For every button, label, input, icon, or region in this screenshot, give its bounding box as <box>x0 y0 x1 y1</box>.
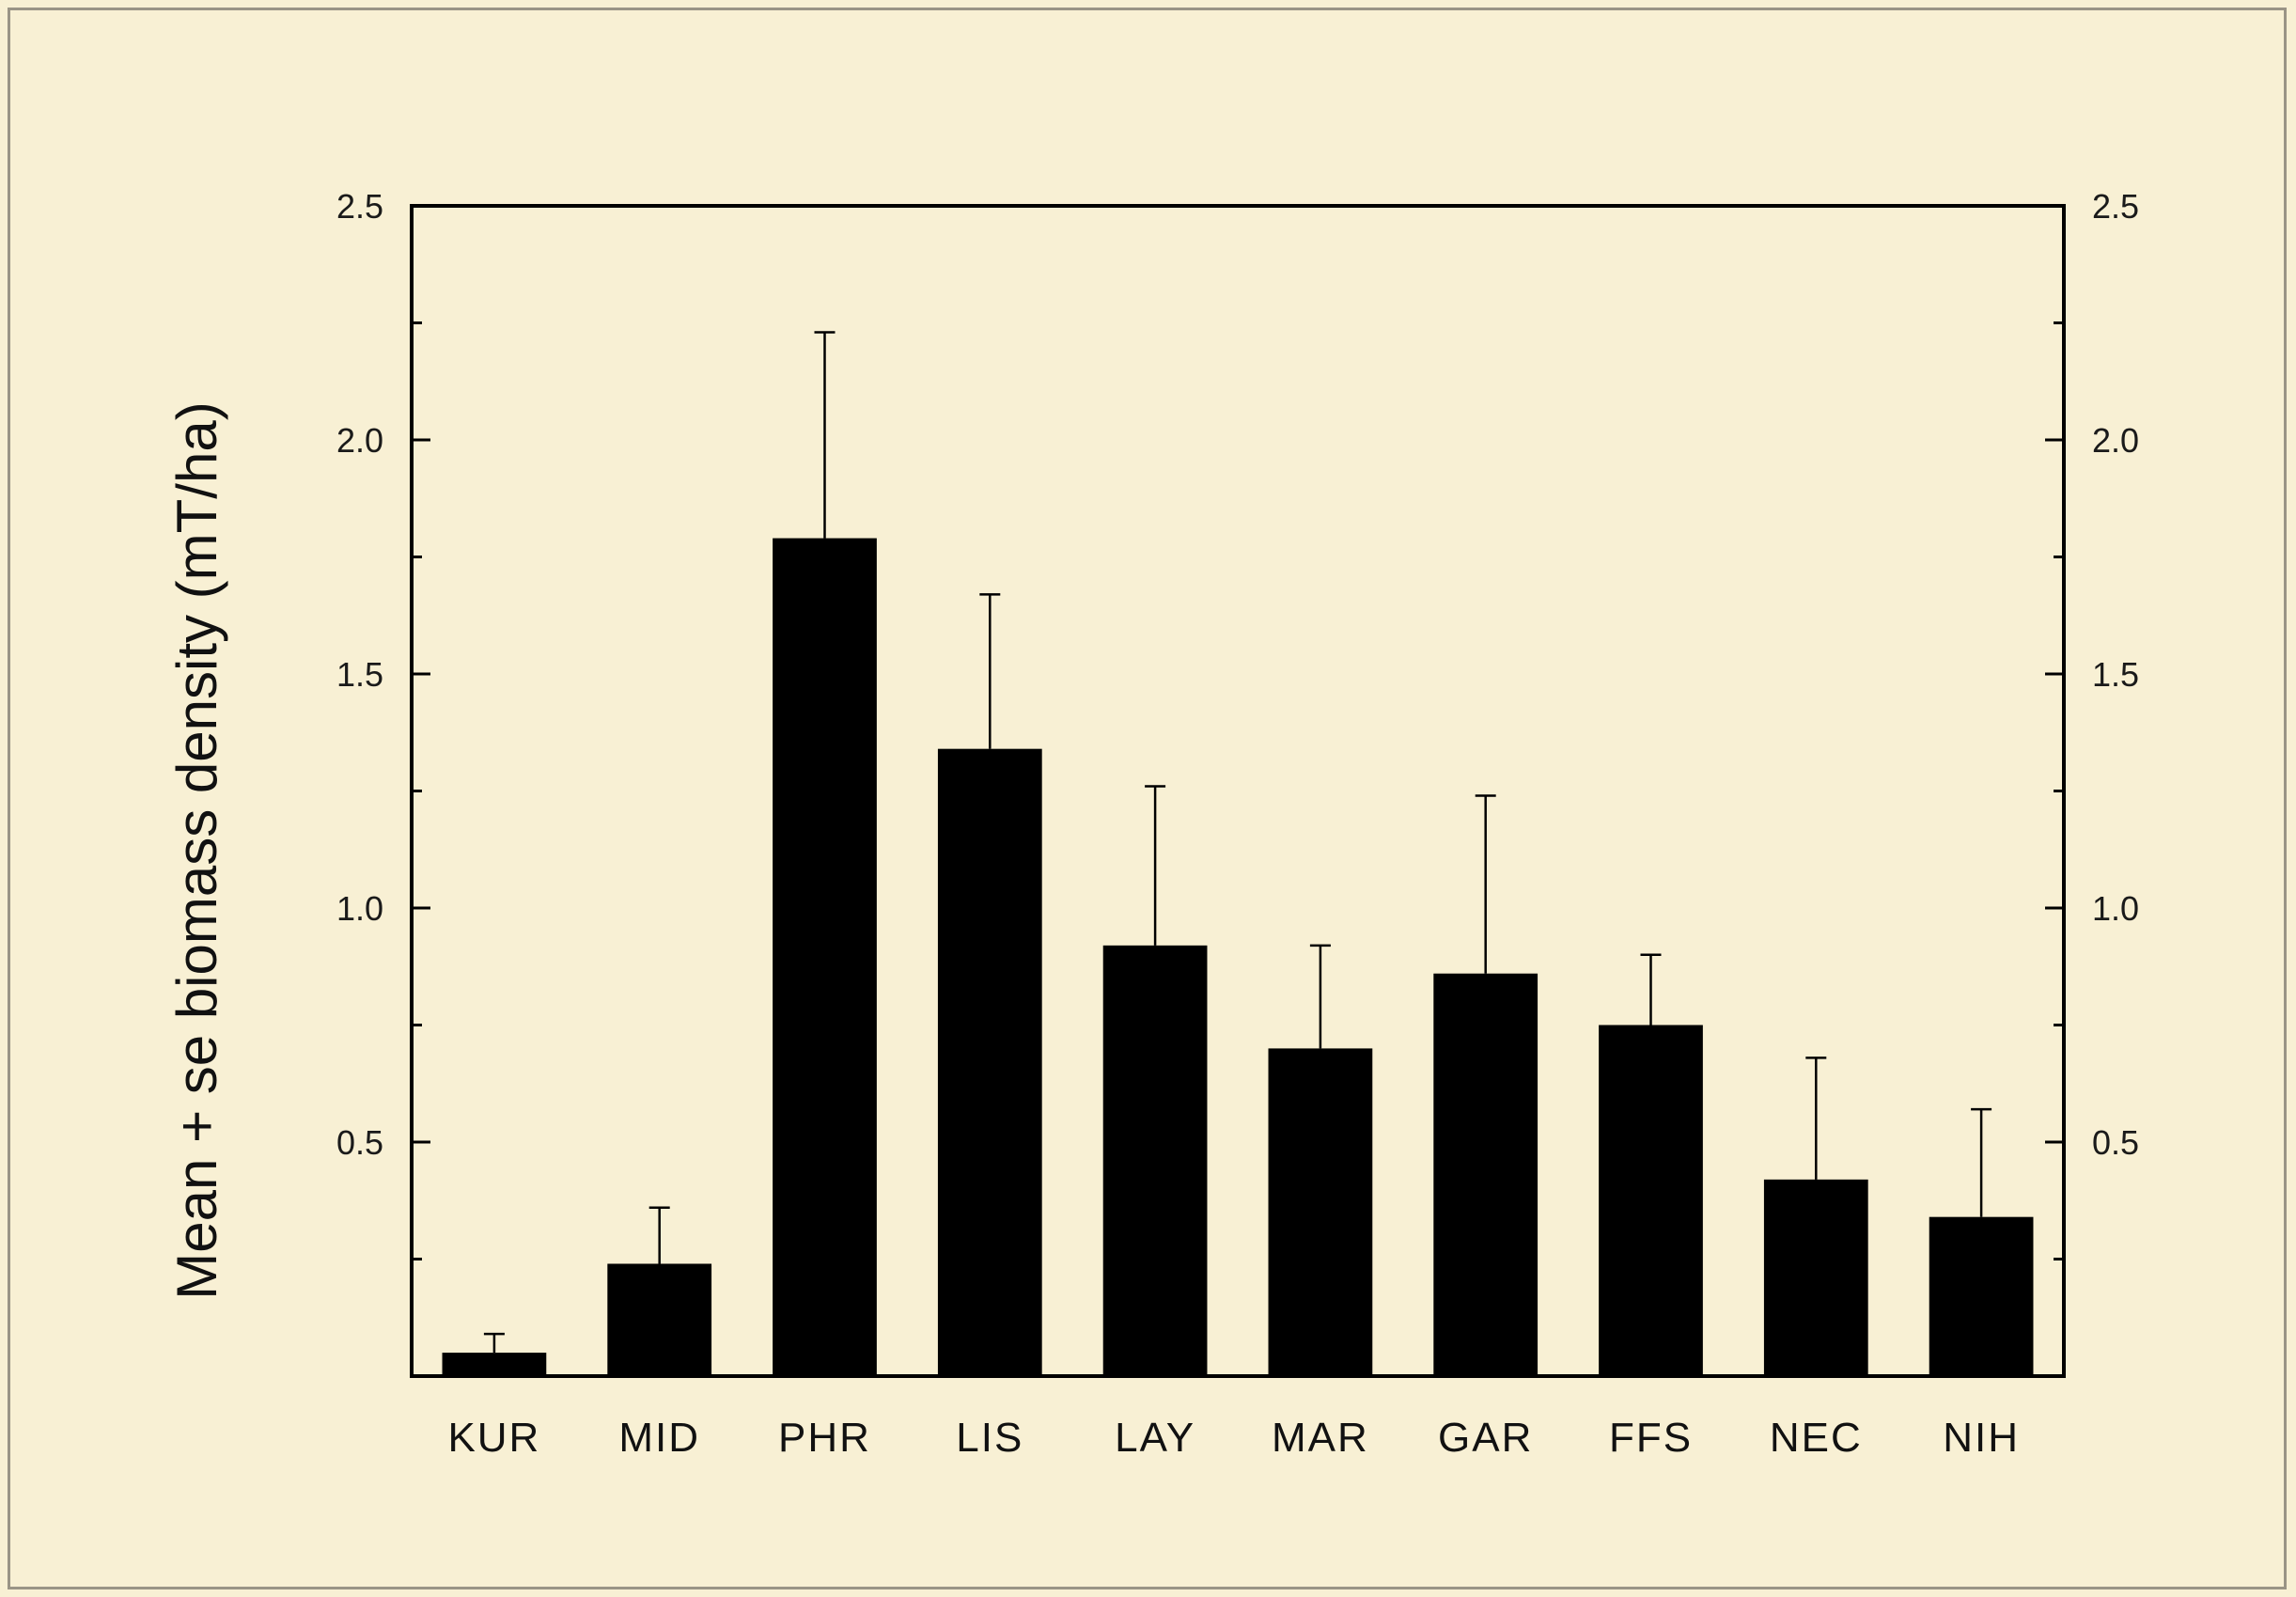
y-tick-label-left: 2.5 <box>336 187 383 226</box>
bar-nec <box>1763 1179 1868 1376</box>
x-category-label: LIS <box>956 1415 1023 1461</box>
y-tick-label-right: 2.5 <box>2092 187 2139 226</box>
y-axis-title: Mean + se biomass density (mT/ha) <box>165 401 228 1299</box>
bars <box>442 331 2034 1376</box>
x-category-label: KUR <box>447 1415 540 1461</box>
bar-nih <box>1929 1216 2034 1376</box>
bar-gar <box>1433 973 1538 1376</box>
bar-lis <box>937 748 1042 1376</box>
bar-phr <box>773 538 877 1376</box>
y-tick-label-left: 1.0 <box>336 889 383 928</box>
x-category-label: NEC <box>1770 1415 1863 1461</box>
labels: 0.5 0.5 1.0 1.0 1.5 1.5 2.0 2.0 2.5 2.5 KUR MID PHR L… <box>336 187 2139 1461</box>
y-tick-label-right: 0.5 <box>2092 1123 2139 1162</box>
x-category-label: MAR <box>1272 1415 1369 1461</box>
bar-mar <box>1268 1048 1373 1376</box>
bar-ffs <box>1599 1025 1703 1376</box>
y-tick-label-right: 1.0 <box>2092 889 2139 928</box>
bar-kur <box>442 1353 547 1376</box>
x-category-label: FFS <box>1609 1415 1693 1461</box>
x-category-label: NIH <box>1943 1415 2020 1461</box>
x-category-label: LAY <box>1115 1415 1195 1461</box>
bar-lay <box>1102 945 1208 1376</box>
y-tick-label-left: 1.5 <box>336 655 383 694</box>
bar-mid <box>607 1263 712 1376</box>
y-tick-label-left: 0.5 <box>336 1123 383 1162</box>
y-tick-label-left: 2.0 <box>336 421 383 460</box>
y-tick-label-right: 2.0 <box>2092 421 2139 460</box>
axes <box>410 204 2066 1378</box>
x-category-label: MID <box>618 1415 700 1461</box>
x-category-label: PHR <box>778 1415 871 1461</box>
x-category-label: GAR <box>1438 1415 1533 1461</box>
y-tick-label-right: 1.5 <box>2092 655 2139 694</box>
